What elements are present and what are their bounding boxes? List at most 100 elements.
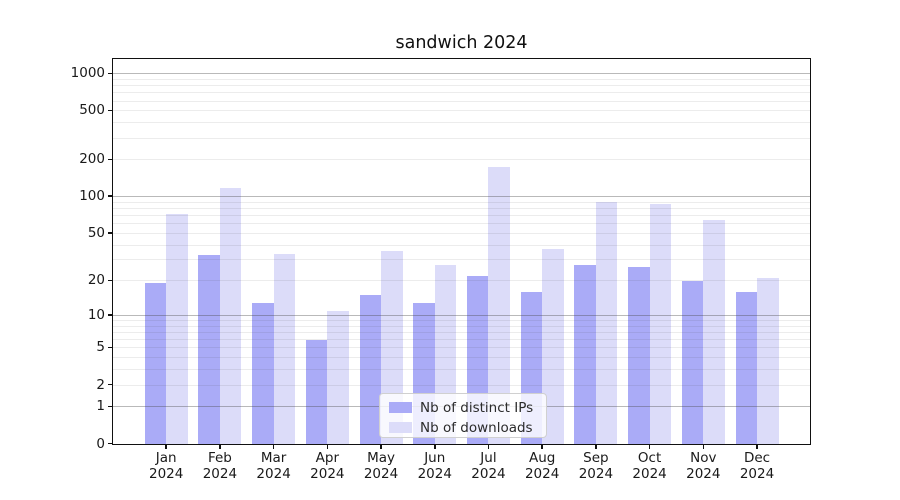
y-gridline-minor-300 bbox=[113, 137, 810, 139]
bar-downloads-mar bbox=[273, 253, 296, 444]
y-gridline-minor-90 bbox=[113, 201, 810, 203]
x-tick-label-feb: Feb 2024 bbox=[202, 450, 238, 482]
legend-swatch-downloads bbox=[389, 422, 412, 433]
y-gridline-minor-40 bbox=[113, 244, 810, 246]
bar-downloads-apr bbox=[327, 310, 349, 444]
y-tick-20 bbox=[108, 279, 113, 282]
x-tick-sep bbox=[595, 444, 597, 449]
bar-distinct-ips-nov bbox=[681, 280, 704, 444]
plot-area bbox=[112, 58, 811, 445]
y-tick-1 bbox=[108, 405, 113, 408]
bar-distinct-ips-dec bbox=[735, 292, 757, 444]
y-tick-label-1: 1 bbox=[96, 398, 105, 415]
y-gridline-minor-700 bbox=[113, 92, 810, 94]
y-tick-0 bbox=[108, 442, 113, 445]
bar-downloads-jul bbox=[488, 166, 510, 444]
bar-downloads-sep bbox=[595, 202, 618, 444]
x-tick-label-may: May 2024 bbox=[363, 450, 399, 482]
bar-distinct-ips-feb bbox=[198, 255, 220, 444]
x-tick-label-sep: Sep 2024 bbox=[578, 450, 614, 482]
x-tick-label-dec: Dec 2024 bbox=[739, 450, 775, 482]
y-tick-label-500: 500 bbox=[79, 102, 105, 119]
y-gridline-minor-50 bbox=[113, 232, 810, 234]
y-tick-50 bbox=[108, 232, 113, 234]
x-tick-dec bbox=[756, 444, 758, 449]
y-tick-200 bbox=[108, 158, 113, 161]
x-tick-label-nov: Nov 2024 bbox=[686, 450, 721, 482]
y-gridline-minor-3 bbox=[113, 369, 810, 371]
x-tick-may bbox=[380, 444, 382, 449]
y-tick-label-50: 50 bbox=[87, 224, 105, 241]
legend-item-downloads: Nb of downloads bbox=[389, 419, 546, 436]
y-gridline-minor-400 bbox=[113, 122, 810, 124]
bar-downloads-oct bbox=[649, 204, 672, 444]
bar-distinct-ips-apr bbox=[305, 339, 328, 444]
legend: Nb of distinct IPs Nb of downloads bbox=[379, 393, 547, 438]
y-gridline-minor-8 bbox=[113, 325, 810, 327]
y-tick-label-5: 5 bbox=[96, 339, 105, 356]
bar-downloads-dec bbox=[757, 278, 779, 444]
y-gridline-minor-500 bbox=[113, 110, 810, 112]
x-tick-label-apr: Apr 2024 bbox=[310, 450, 345, 482]
x-tick-mar bbox=[272, 444, 275, 449]
y-tick-500 bbox=[108, 109, 113, 112]
y-gridline-minor-20 bbox=[113, 280, 810, 282]
x-tick-jul bbox=[487, 444, 490, 449]
bar-downloads-feb bbox=[219, 187, 242, 444]
bar-distinct-ips-may bbox=[359, 295, 382, 444]
x-tick-oct bbox=[648, 444, 651, 449]
y-tick-label-10: 10 bbox=[87, 307, 105, 323]
x-tick-label-jan: Jan 2024 bbox=[149, 450, 184, 482]
y-tick-label-1000: 1000 bbox=[70, 65, 105, 82]
y-tick-5 bbox=[108, 346, 113, 349]
bar-distinct-ips-mar bbox=[252, 302, 274, 444]
y-gridline-minor-6 bbox=[113, 339, 810, 341]
legend-label-distinct-ips: Nb of distinct IPs bbox=[420, 399, 534, 416]
y-gridline-minor-5 bbox=[113, 347, 810, 349]
legend-label-downloads: Nb of downloads bbox=[420, 419, 533, 436]
legend-swatch-distinct-ips bbox=[389, 402, 412, 413]
bar-distinct-ips-jan bbox=[144, 283, 167, 444]
x-tick-label-mar: Mar 2024 bbox=[256, 450, 291, 482]
y-gridline-minor-600 bbox=[113, 100, 810, 102]
y-gridline-minor-60 bbox=[113, 223, 810, 225]
y-gridline-minor-2 bbox=[113, 384, 810, 386]
y-gridline-minor-7 bbox=[113, 332, 810, 334]
y-gridline-minor-30 bbox=[113, 259, 810, 261]
bar-distinct-ips-oct bbox=[628, 267, 650, 444]
y-tick-100 bbox=[108, 195, 113, 197]
y-tick-label-0: 0 bbox=[96, 435, 105, 452]
x-tick-label-aug: Aug 2024 bbox=[524, 450, 560, 482]
y-gridline-major-100 bbox=[113, 196, 810, 198]
y-tick-label-200: 200 bbox=[79, 151, 105, 168]
x-tick-apr bbox=[326, 444, 329, 449]
bar-distinct-ips-sep bbox=[574, 265, 596, 444]
y-tick-label-20: 20 bbox=[87, 272, 105, 289]
y-gridline-minor-9 bbox=[113, 320, 810, 322]
y-gridline-minor-200 bbox=[113, 159, 810, 161]
y-gridline-minor-4 bbox=[113, 357, 810, 359]
y-tick-label-2: 2 bbox=[96, 376, 105, 393]
x-tick-label-jun: Jun 2024 bbox=[417, 450, 452, 482]
x-tick-label-oct: Oct 2024 bbox=[632, 450, 667, 482]
y-gridline-minor-800 bbox=[113, 85, 810, 87]
y-gridline-minor-70 bbox=[113, 215, 810, 217]
chart-title: sandwich 2024 bbox=[395, 33, 528, 53]
legend-item-distinct-ips: Nb of distinct IPs bbox=[389, 399, 546, 416]
x-tick-jun bbox=[434, 444, 436, 449]
x-tick-label-jul: Jul 2024 bbox=[471, 450, 506, 482]
x-tick-aug bbox=[541, 444, 543, 449]
y-gridline-major-1000 bbox=[113, 73, 810, 75]
y-gridline-minor-900 bbox=[113, 78, 810, 80]
x-tick-feb bbox=[219, 444, 221, 449]
y-tick-10 bbox=[108, 314, 113, 316]
y-gridline-major-10 bbox=[113, 315, 810, 316]
y-gridline-minor-80 bbox=[113, 208, 810, 210]
bar-downloads-aug bbox=[542, 249, 564, 444]
y-tick-2 bbox=[108, 383, 113, 386]
x-tick-nov bbox=[702, 444, 705, 449]
bar-downloads-nov bbox=[703, 220, 725, 444]
y-tick-label-100: 100 bbox=[79, 188, 105, 205]
x-tick-jan bbox=[165, 444, 167, 449]
